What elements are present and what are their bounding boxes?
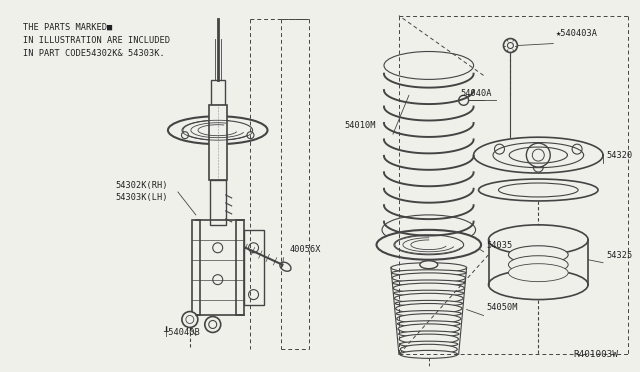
Circle shape bbox=[572, 144, 582, 154]
Ellipse shape bbox=[384, 51, 474, 79]
Circle shape bbox=[248, 290, 259, 299]
Text: ★540403A: ★540403A bbox=[556, 29, 598, 38]
Ellipse shape bbox=[508, 264, 568, 282]
Ellipse shape bbox=[399, 334, 458, 344]
Ellipse shape bbox=[400, 350, 458, 358]
Circle shape bbox=[248, 243, 259, 253]
Circle shape bbox=[182, 132, 188, 139]
Circle shape bbox=[533, 162, 543, 172]
Text: 54325: 54325 bbox=[606, 251, 632, 260]
Bar bbox=[236, 220, 244, 314]
Circle shape bbox=[495, 144, 504, 154]
Text: 40056X: 40056X bbox=[289, 245, 321, 254]
Ellipse shape bbox=[420, 261, 438, 269]
Circle shape bbox=[459, 95, 468, 105]
Circle shape bbox=[214, 117, 221, 124]
Ellipse shape bbox=[499, 183, 578, 197]
Ellipse shape bbox=[183, 120, 253, 140]
Ellipse shape bbox=[401, 352, 457, 357]
Ellipse shape bbox=[488, 270, 588, 299]
Circle shape bbox=[247, 132, 254, 139]
Text: IN PART CODE54302K& 54303K.: IN PART CODE54302K& 54303K. bbox=[22, 48, 164, 58]
Ellipse shape bbox=[488, 225, 588, 255]
Circle shape bbox=[212, 243, 223, 253]
Text: THE PARTS MARKED■: THE PARTS MARKED■ bbox=[22, 23, 112, 32]
Ellipse shape bbox=[382, 215, 476, 245]
Ellipse shape bbox=[508, 256, 568, 274]
Ellipse shape bbox=[401, 344, 457, 354]
Ellipse shape bbox=[280, 262, 291, 271]
Ellipse shape bbox=[395, 301, 463, 307]
Text: 54035: 54035 bbox=[486, 241, 513, 250]
Text: ╀54040B: ╀54040B bbox=[163, 327, 200, 337]
Circle shape bbox=[205, 317, 221, 333]
Circle shape bbox=[209, 321, 217, 328]
Ellipse shape bbox=[392, 270, 466, 276]
Bar bbox=[211, 80, 225, 105]
Bar bbox=[210, 180, 226, 225]
Ellipse shape bbox=[376, 230, 481, 260]
Circle shape bbox=[526, 143, 550, 167]
Ellipse shape bbox=[399, 331, 459, 337]
Text: 54010M: 54010M bbox=[344, 121, 376, 130]
Ellipse shape bbox=[397, 321, 460, 327]
Text: 54050M: 54050M bbox=[486, 302, 518, 311]
Ellipse shape bbox=[397, 314, 461, 324]
Text: IN ILLUSTRATION ARE INCLUDED: IN ILLUSTRATION ARE INCLUDED bbox=[22, 36, 170, 45]
Circle shape bbox=[504, 39, 517, 52]
Ellipse shape bbox=[396, 311, 461, 317]
Ellipse shape bbox=[168, 116, 268, 144]
Ellipse shape bbox=[394, 283, 464, 293]
Bar bbox=[192, 220, 200, 314]
Circle shape bbox=[182, 311, 198, 327]
Circle shape bbox=[532, 149, 544, 161]
Ellipse shape bbox=[479, 179, 598, 201]
Bar bbox=[244, 230, 264, 305]
Ellipse shape bbox=[394, 235, 463, 255]
Bar bbox=[209, 105, 227, 180]
Text: 54040A: 54040A bbox=[461, 89, 492, 98]
Text: 54302K(RH): 54302K(RH) bbox=[115, 181, 168, 190]
Text: R401003W: R401003W bbox=[573, 350, 618, 359]
Ellipse shape bbox=[398, 324, 460, 334]
Ellipse shape bbox=[396, 304, 462, 314]
Circle shape bbox=[186, 315, 194, 324]
Circle shape bbox=[212, 275, 223, 285]
Text: 54303K(LH): 54303K(LH) bbox=[115, 193, 168, 202]
Ellipse shape bbox=[394, 293, 463, 303]
Ellipse shape bbox=[508, 246, 568, 264]
Ellipse shape bbox=[394, 290, 464, 296]
Text: 54320: 54320 bbox=[606, 151, 632, 160]
Ellipse shape bbox=[400, 341, 458, 347]
Ellipse shape bbox=[391, 263, 467, 273]
Circle shape bbox=[508, 42, 513, 48]
Ellipse shape bbox=[393, 280, 465, 286]
Ellipse shape bbox=[392, 273, 465, 283]
